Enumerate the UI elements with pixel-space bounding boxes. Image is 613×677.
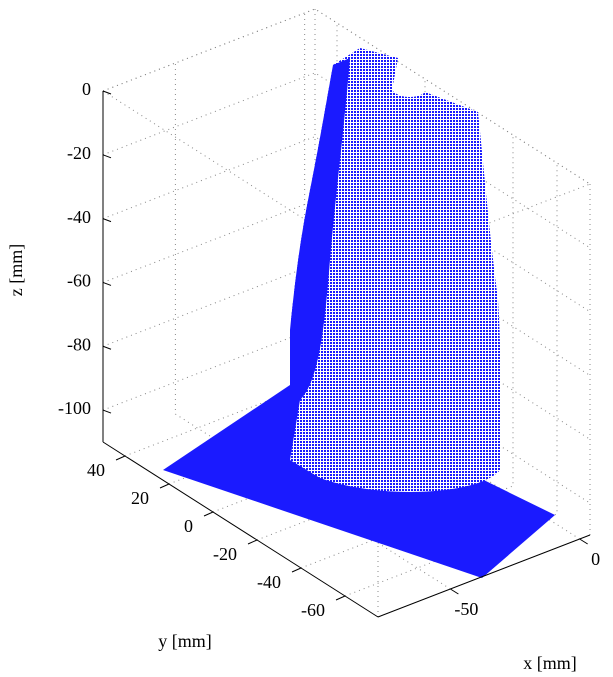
z-tick-label: -20 <box>67 143 91 163</box>
y-tick <box>335 595 346 601</box>
x-axis <box>377 534 591 618</box>
point-cloud <box>163 48 555 578</box>
z-tick-label: -40 <box>67 207 91 227</box>
y-tick-label: 20 <box>131 488 149 508</box>
y-tick <box>115 455 126 461</box>
z-tick <box>102 90 112 95</box>
y-tick-label: -40 <box>257 572 281 592</box>
z-tick <box>102 345 112 350</box>
grid-line <box>102 8 591 185</box>
grid-line <box>102 72 591 249</box>
z-tick-label: -100 <box>58 398 91 418</box>
grid-line <box>102 263 591 440</box>
x-tick-label: -50 <box>454 599 478 619</box>
x-tick <box>450 588 459 595</box>
z-tick-label: -80 <box>67 334 91 354</box>
x-tick <box>579 538 588 545</box>
y-tick-label: -60 <box>301 600 325 620</box>
x-tick-label: 0 <box>591 549 600 569</box>
z-tick-label: 0 <box>82 79 91 99</box>
grid-line <box>102 136 591 313</box>
y-tick <box>203 511 214 517</box>
z-axis-label: z [mm] <box>6 244 26 296</box>
z-tick-label: -60 <box>67 271 91 291</box>
grid-line <box>102 199 591 376</box>
body-edge <box>290 58 350 460</box>
y-tick-label: 0 <box>184 516 193 536</box>
y-tick <box>291 567 302 573</box>
z-tick <box>102 218 112 223</box>
grid-line <box>344 163 558 597</box>
y-axis <box>102 441 379 618</box>
z-tick <box>102 281 112 286</box>
y-tick-label: -20 <box>213 544 237 564</box>
grid-line <box>174 63 451 590</box>
grid-line <box>300 135 514 569</box>
x-axis-label: x [mm] <box>523 653 577 673</box>
axes: -100 -80 -60 -40 -20 0 -60 -40 -20 0 20 40 -50 0 <box>58 79 600 620</box>
y-axis-label: y [mm] <box>158 631 212 651</box>
y-tick <box>247 539 258 545</box>
body <box>290 48 501 492</box>
grid-line <box>124 23 338 457</box>
grid-line <box>102 327 591 504</box>
z-tick <box>102 409 112 414</box>
z-tick <box>102 154 112 159</box>
y-tick-label: 40 <box>87 460 105 480</box>
y-tick <box>159 483 170 489</box>
